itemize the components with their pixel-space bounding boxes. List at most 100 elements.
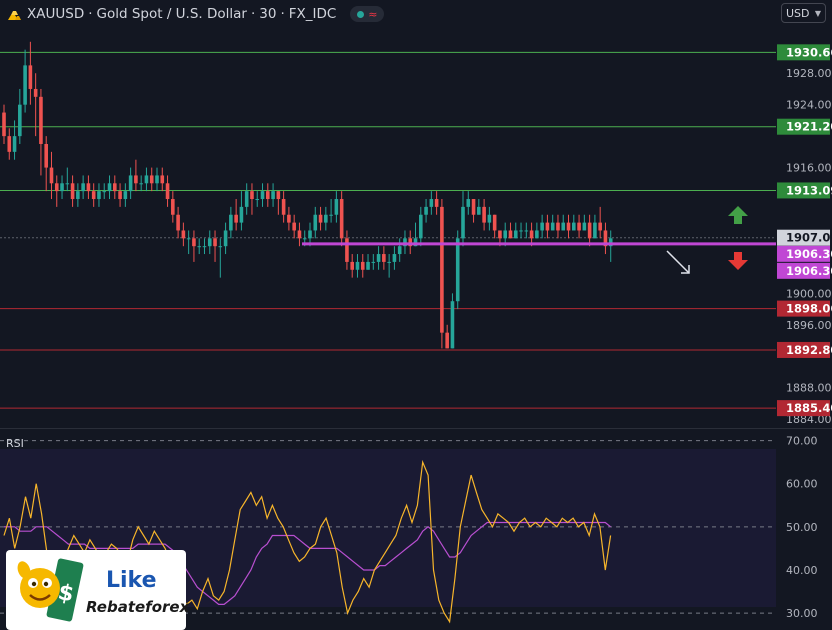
- candle-body: [281, 199, 286, 215]
- candle-body: [86, 183, 91, 192]
- exchange-label: FX_IDC: [288, 6, 337, 22]
- price-label-bg: [777, 44, 830, 61]
- candle-body: [33, 88, 38, 97]
- candle-body: [339, 199, 344, 239]
- candle-body: [23, 65, 27, 105]
- price-axis-label[interactable]: 1906.30: [777, 245, 832, 262]
- candle-body: [387, 261, 391, 263]
- candle-body: [366, 261, 370, 270]
- rsi-tick-label: 30.00: [786, 607, 818, 620]
- candle-body: [450, 301, 455, 349]
- candle-body: [492, 214, 497, 231]
- candle-body: [461, 206, 465, 239]
- svg-text:$: $: [56, 580, 76, 608]
- rsi-axis[interactable]: [776, 430, 832, 630]
- rsi-tick-label: 40.00: [786, 564, 818, 577]
- candle-body: [529, 230, 534, 239]
- brand-badge: $ Like Rebateforex: [6, 550, 189, 630]
- price-tick-label: 1884.00: [786, 413, 832, 426]
- candle-body: [445, 332, 449, 349]
- candle-body: [287, 214, 291, 223]
- candle-body: [39, 96, 43, 144]
- candle-body: [28, 65, 33, 89]
- candle-body: [112, 183, 117, 192]
- price-label-text: 1930.66: [786, 45, 832, 59]
- rsi-ma-line: [4, 521, 611, 605]
- candle-body: [513, 230, 518, 239]
- candle-body: [176, 214, 180, 231]
- rsi-title[interactable]: RSI: [6, 437, 24, 450]
- price-axis-label[interactable]: 1913.09: [777, 182, 832, 199]
- candle-body: [524, 230, 529, 232]
- candle-body: [97, 191, 101, 200]
- candle-body: [418, 214, 423, 239]
- candle-body: [144, 175, 149, 184]
- candle-body: [334, 199, 339, 215]
- price-tick-label: 1888.00: [786, 382, 832, 395]
- candle-body: [593, 222, 597, 239]
- symbol-name[interactable]: XAUUSD: [27, 6, 85, 22]
- candle-body: [571, 222, 576, 231]
- candle-body: [102, 191, 107, 193]
- candle-body: [250, 191, 254, 200]
- candle-body: [265, 191, 270, 200]
- price-axis-label[interactable]: 1906.30: [777, 262, 832, 279]
- price-tick-label: 1928.00: [786, 67, 832, 80]
- candle-body: [329, 214, 333, 216]
- candle-body: [440, 206, 444, 333]
- price-axis-label[interactable]: 1892.80: [777, 341, 832, 358]
- candle-body: [503, 230, 508, 239]
- header-separator: ·: [88, 6, 93, 22]
- price-axis-label[interactable]: 1921.20: [777, 118, 832, 135]
- interval-label[interactable]: 30: [259, 6, 277, 22]
- candle-body: [244, 191, 249, 207]
- candle-body: [139, 183, 143, 185]
- candle-body: [519, 230, 523, 232]
- price-axis-label[interactable]: 1898.06: [777, 300, 832, 317]
- candle-body: [292, 222, 296, 231]
- price-label-text: 1906.30: [786, 264, 832, 278]
- price-label-bg: [777, 229, 830, 246]
- candle-body: [313, 214, 318, 231]
- candle-body: [107, 183, 112, 192]
- candle-body: [229, 214, 233, 231]
- candle-body: [171, 199, 175, 215]
- candle-body: [223, 230, 228, 247]
- price-label-bg: [777, 262, 830, 279]
- candle-body: [197, 246, 202, 248]
- candle-body: [360, 261, 365, 270]
- candle-body: [65, 183, 70, 185]
- candle-body: [371, 261, 376, 263]
- candle-body: [598, 222, 602, 231]
- candle-body: [498, 230, 502, 239]
- candle-body: [12, 136, 17, 152]
- market-status-indicator[interactable]: ≈: [350, 6, 385, 22]
- candle-body: [508, 230, 513, 239]
- candle-body: [582, 222, 587, 231]
- price-axis[interactable]: [776, 30, 832, 428]
- price-axis-label[interactable]: 1907.08: [777, 229, 832, 246]
- symbol-description: Gold Spot / U.S. Dollar: [96, 6, 247, 22]
- market-open-dot-icon: [357, 10, 365, 18]
- candle-body: [134, 175, 138, 184]
- candle-body: [429, 199, 434, 207]
- price-label-text: 1906.30: [786, 247, 832, 261]
- approx-icon: ≈: [368, 7, 378, 21]
- candle-body: [540, 222, 544, 231]
- candle-body: [587, 222, 592, 239]
- chart-header: XAUUSD · Gold Spot / U.S. Dollar · 30 · …: [6, 4, 385, 24]
- candle-body: [54, 183, 59, 192]
- price-label-bg: [777, 341, 830, 358]
- candle-body: [397, 246, 402, 255]
- badge-like-text: Like: [106, 568, 157, 593]
- rsi-tick-label: 60.00: [786, 478, 818, 491]
- price-axis-label[interactable]: 1930.66: [777, 44, 832, 61]
- candle-body: [424, 206, 428, 215]
- currency-select[interactable]: USD ▼: [781, 3, 826, 23]
- candle-body: [535, 230, 539, 239]
- price-axis-label[interactable]: 1885.40: [777, 400, 832, 417]
- header-separator: ·: [280, 6, 285, 22]
- candle-body: [403, 238, 407, 247]
- candle-body: [345, 238, 349, 262]
